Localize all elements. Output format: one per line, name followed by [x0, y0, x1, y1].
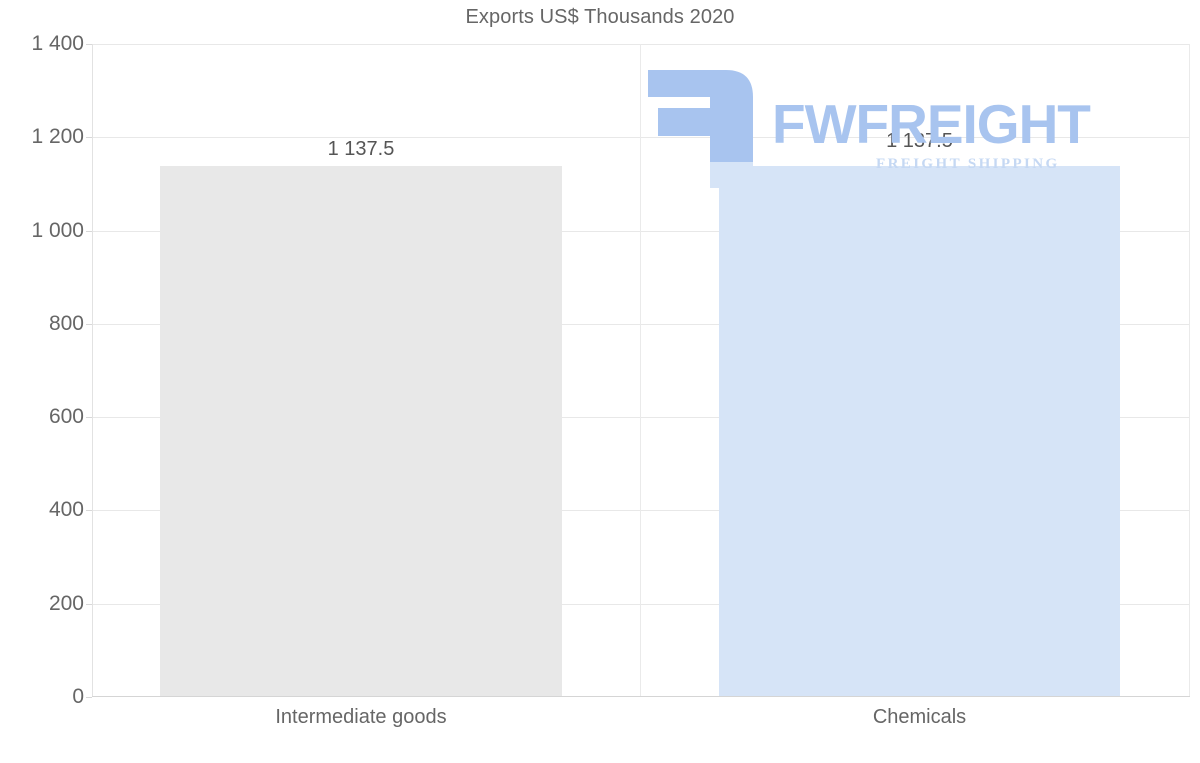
gridline-400 — [92, 510, 1190, 512]
y-tick-mark-1000 — [86, 230, 92, 232]
y-tick-mark-1200 — [86, 137, 92, 139]
y-tick-label-1400: 1 400 — [31, 32, 84, 55]
bar-value-label-intermediate-goods: 1 137.5 — [327, 138, 395, 160]
gridline-1200 — [92, 137, 1190, 139]
x-axis-line — [92, 696, 1190, 697]
gridline-1400 — [92, 44, 1190, 45]
gridline-600 — [92, 417, 1190, 419]
y-tick-mark-0 — [86, 697, 92, 698]
x-tick-label-chemicals: Chemicals — [872, 706, 967, 728]
y-tick-label-1000: 1 000 — [31, 218, 84, 242]
y-axis-labels: 1 400 1 200 1 000 800 600 400 200 0 — [0, 32, 84, 708]
gridline-200 — [92, 603, 1190, 605]
y-tick-mark-1400 — [86, 44, 92, 45]
gridline-plot-right-edge — [1189, 44, 1190, 697]
gridline-category-separator — [640, 44, 641, 697]
gridline-800 — [92, 323, 1190, 325]
y-axis-line — [92, 44, 93, 697]
y-tick-label-400: 400 — [48, 498, 84, 522]
y-tick-label-200: 200 — [48, 591, 84, 615]
gridline-1000 — [92, 230, 1190, 232]
y-tick-mark-600 — [86, 417, 92, 419]
y-tick-mark-400 — [86, 510, 92, 512]
bar-chemicals[interactable] — [719, 166, 1120, 697]
y-tick-label-600: 600 — [48, 405, 84, 429]
chart-title: Exports US$ Thousands 2020 — [465, 6, 735, 28]
y-tick-mark-800 — [86, 323, 92, 325]
plot-area: 1 137.5 1 137.5 — [92, 44, 1190, 697]
y-tick-label-0: 0 — [72, 685, 84, 708]
y-tick-label-1200: 1 200 — [31, 125, 84, 149]
y-tick-mark-200 — [86, 603, 92, 605]
x-tick-label-intermediate-goods: Intermediate goods — [275, 706, 447, 728]
bar-intermediate-goods[interactable] — [160, 166, 562, 697]
bar-value-label-chemicals: 1 137.5 — [886, 130, 953, 152]
y-tick-label-800: 800 — [48, 311, 84, 335]
